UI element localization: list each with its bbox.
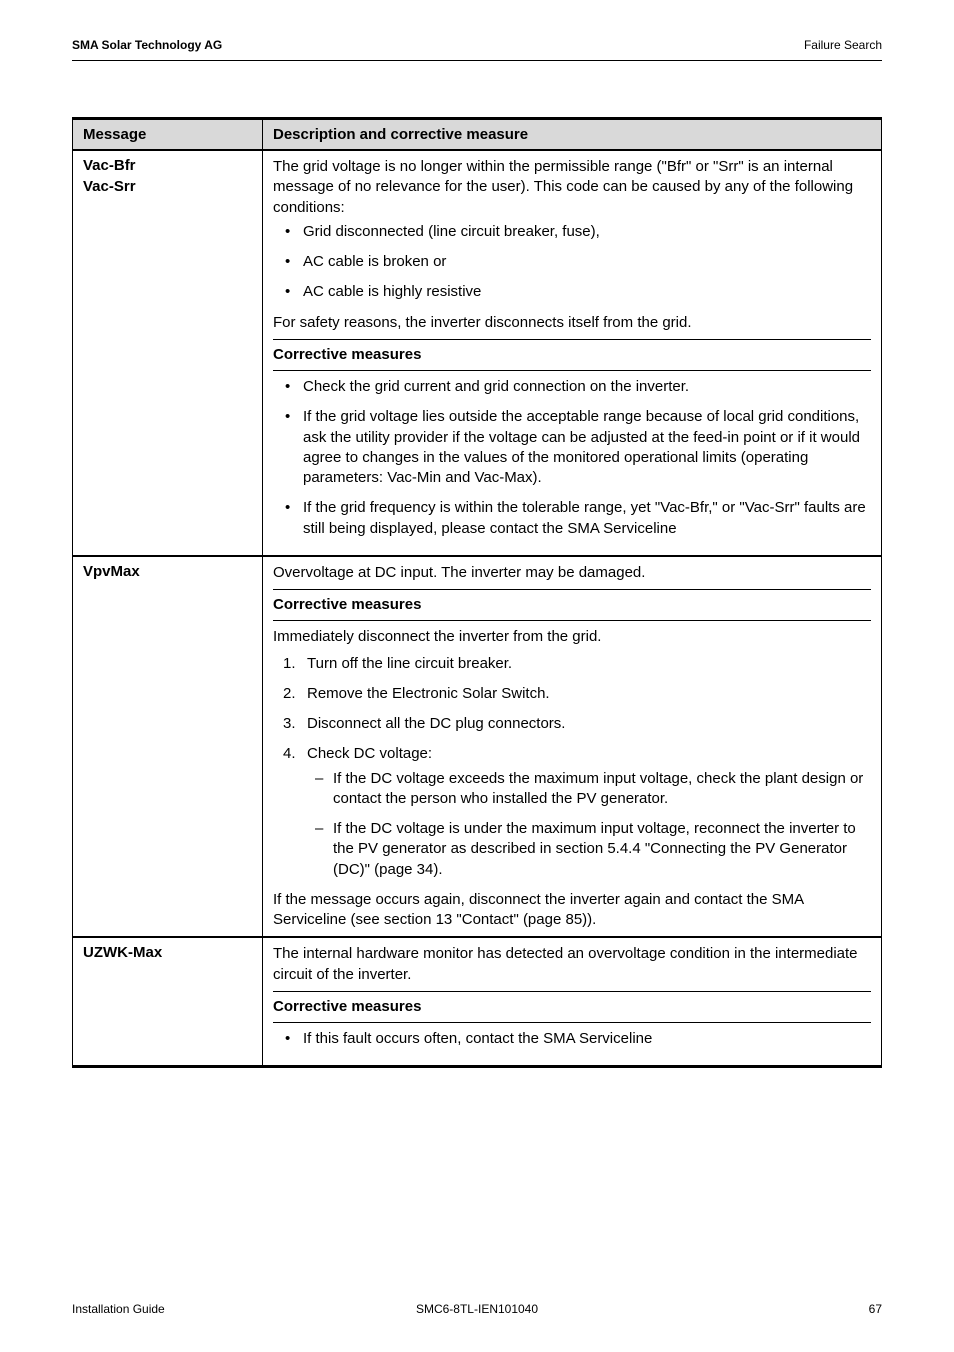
bullet-item: AC cable is highly resistive (273, 282, 871, 302)
bullet-item: If the grid voltage lies outside the acc… (273, 407, 871, 488)
numbered-item: Disconnect all the DC plug connectors. (273, 714, 871, 734)
corrective-heading: Corrective measures (273, 589, 871, 621)
header-section: Failure Search (804, 38, 882, 52)
numbered-item: Turn off the line circuit breaker. (273, 654, 871, 674)
desc-intro: The grid voltage is no longer within the… (273, 157, 871, 218)
dash-item: If the DC voltage exceeds the maximum in… (307, 769, 871, 810)
bullet-item: Grid disconnected (line circuit breaker,… (273, 222, 871, 242)
dash-item: If the DC voltage is under the maximum i… (307, 819, 871, 880)
corrective-heading: Corrective measures (273, 339, 871, 371)
content-area: Message Description and corrective measu… (0, 61, 954, 1068)
bullet-item: AC cable is broken or (273, 252, 871, 272)
desc-intro: Overvoltage at DC input. The inverter ma… (273, 563, 871, 583)
th-description: Description and corrective measure (263, 119, 882, 151)
numbered-item: Check DC voltage: If the DC voltage exce… (273, 744, 871, 880)
desc-intro: The internal hardware monitor has detect… (273, 944, 871, 985)
desc-followup: For safety reasons, the inverter disconn… (273, 313, 871, 333)
th-message: Message (73, 119, 263, 151)
footer-page-number: 67 (869, 1302, 882, 1316)
message-label: Vac-Bfr (83, 157, 252, 174)
bullet-item: If the grid frequency is within the tole… (273, 498, 871, 539)
corrective-heading: Corrective measures (273, 991, 871, 1023)
footer-mid: SMC6-8TL-IEN101040 (416, 1302, 538, 1316)
footer-left: Installation Guide (72, 1302, 165, 1316)
corrective-intro: Immediately disconnect the inverter from… (273, 627, 871, 647)
footer: Installation Guide SMC6-8TL-IEN101040 67 (72, 1302, 882, 1316)
table-row: VpvMax Overvoltage at DC input. The inve… (73, 556, 882, 938)
table-row: Vac-Bfr Vac-Srr The grid voltage is no l… (73, 150, 882, 556)
failure-table: Message Description and corrective measu… (72, 117, 882, 1068)
message-label: UZWK-Max (83, 944, 252, 961)
bullet-item: If this fault occurs often, contact the … (273, 1029, 871, 1049)
header-company: SMA Solar Technology AG (72, 38, 222, 52)
message-label: Vac-Srr (83, 178, 252, 195)
bullet-item: Check the grid current and grid connecti… (273, 377, 871, 397)
table-row: UZWK-Max The internal hardware monitor h… (73, 937, 882, 1067)
numbered-item: Remove the Electronic Solar Switch. (273, 684, 871, 704)
corrective-followup: If the message occurs again, disconnect … (273, 890, 871, 931)
message-label: VpvMax (83, 563, 252, 580)
